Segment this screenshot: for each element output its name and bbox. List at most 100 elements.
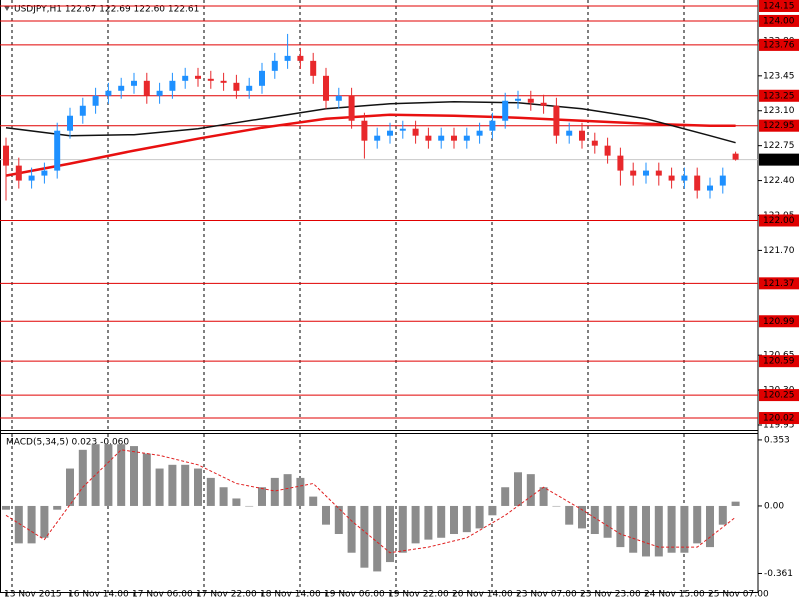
macd-bar [245,505,254,507]
candle-body [566,130,573,136]
candle-body [399,128,406,131]
candle-body [630,170,637,176]
macd-bar [501,487,510,506]
level-label-box [759,214,799,227]
candle-body [476,130,483,136]
candle-body [553,105,560,136]
macd-bar [66,468,74,506]
y-tick-label: 0.00 [764,501,784,511]
macd-bar [680,505,689,553]
level-label: 120.02 [763,414,795,424]
candle-body [732,153,739,160]
macd-bar [462,505,471,533]
macd-bar [322,505,330,525]
candle-body [502,100,509,121]
x-tick-label: 23 Nov 23:00 [580,590,641,600]
candle-body [668,175,675,181]
candle-body [361,120,368,141]
candle-body [271,60,278,71]
macd-bar [475,505,484,529]
candle-body [527,98,534,103]
macd-bar [347,505,356,553]
candle-body [207,78,214,81]
candle-body [681,175,688,181]
y-tick-label: -0.361 [764,569,793,579]
macd-bar [309,496,318,506]
candle-body [707,185,713,191]
candle-body [195,75,201,79]
macd-bar [2,505,10,510]
y-tick-label: 123.10 [763,106,795,116]
candle-body [540,102,547,106]
candle-body [348,95,355,121]
candle-body [643,170,649,176]
candle-body [15,165,22,181]
candle-body [579,130,585,141]
candle-body [131,80,137,86]
macd-bar [526,474,535,506]
macd-bar [373,505,382,572]
candle-body [28,175,35,181]
candle-body [79,105,86,116]
macd-bar [296,477,305,506]
macd-bar [130,446,138,506]
macd-bar [642,505,650,557]
level-label: 123.76 [763,40,795,50]
level-label: 124.15 [763,1,795,11]
macd-bar [578,505,586,529]
level-label-box [759,315,799,328]
candle-body [156,90,163,96]
y-tick-label: 0.353 [764,435,790,445]
y-tick-label: 119.95 [763,421,795,431]
macd-bar [258,487,266,506]
level-label: 122.95 [763,121,795,131]
candle-body [41,170,48,176]
level-label-box [759,277,799,290]
level-label: 120.25 [763,391,795,401]
candle-body [604,145,611,156]
macd-bar [91,444,100,506]
candle-body [617,155,624,171]
macd-bar [40,505,49,538]
x-tick-label: 23 Nov 07:00 [516,590,577,600]
moving-average [5,113,736,177]
macd-bar [104,444,113,506]
candle-body [3,145,9,166]
macd-bar [450,505,458,535]
macd-bar [270,477,279,506]
x-tick-label: 19 Nov 06:00 [324,590,385,600]
macd-bar [206,477,215,506]
y-tick-label: 122.75 [763,141,795,151]
macd-title: MACD(5,34,5) 0.023 -0.060 [6,438,129,448]
signal-line [5,449,736,554]
candle-body [169,80,176,91]
level-label-box [759,119,799,132]
macd-bar [232,498,241,506]
macd-bar [539,487,548,506]
macd-bar [283,474,292,506]
macd-bar [603,505,612,538]
candle-body [284,55,291,61]
level-label-box [759,0,799,12]
x-tick-label: 17 Nov 06:00 [132,590,193,600]
macd-bar [706,505,714,548]
macd-bar [334,505,343,535]
macd-bar [53,505,62,510]
moving-average [5,101,736,144]
candle-body [694,175,701,191]
level-label-box [759,412,799,425]
y-tick-label: 123.45 [763,71,795,81]
candle-body [591,140,598,146]
macd-bar [654,505,663,557]
candle-body [425,135,432,141]
level-label: 120.99 [763,317,795,327]
candle-body [387,130,393,136]
level-label-box [759,389,799,402]
candle-body [374,135,381,141]
macd-bar [629,505,638,553]
candle-body [310,60,317,76]
level-label: 120.59 [763,357,795,367]
macd-bar [514,472,522,506]
macd-bar [565,505,574,525]
level-label-box [759,14,799,27]
